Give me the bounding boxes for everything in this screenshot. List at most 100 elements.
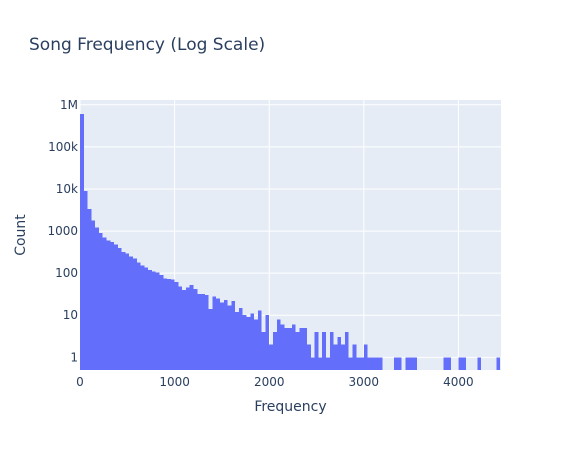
x-axis-title: Frequency: [254, 399, 326, 415]
histogram-bar: [371, 357, 376, 370]
histogram-bar: [140, 265, 145, 370]
histogram-bar: [148, 269, 152, 370]
histogram-bar: [238, 307, 243, 370]
histogram-bar: [344, 331, 349, 370]
histogram-bar: [231, 300, 236, 370]
histogram-bar: [170, 279, 175, 370]
histogram-bar: [87, 209, 92, 370]
histogram-bar: [477, 357, 482, 370]
y-tick-label: 1000: [47, 224, 78, 238]
histogram-bar: [208, 309, 213, 370]
histogram-bar: [220, 302, 224, 370]
bars: [80, 114, 501, 370]
histogram-bar: [114, 244, 118, 370]
histogram-bar: [325, 357, 330, 370]
y-tick-label: 100k: [48, 140, 78, 154]
histogram-bar: [363, 344, 368, 370]
histogram-bar: [250, 313, 255, 370]
y-tick-label: 10: [63, 308, 78, 322]
histogram-bar: [178, 286, 183, 370]
histogram-bar: [322, 331, 326, 370]
histogram-bar: [295, 331, 300, 370]
y-tick-label: 10k: [56, 182, 78, 196]
histogram-bar: [310, 357, 315, 370]
histogram-bar: [98, 232, 103, 370]
x-axis-ticks: 0 1000 2000 3000 4000: [76, 375, 474, 389]
histogram-bar: [201, 293, 205, 370]
histogram-bar: [182, 289, 186, 370]
histogram-bar: [413, 357, 417, 370]
histogram-bar: [254, 319, 258, 370]
histogram-bar: [447, 357, 451, 370]
histogram-bar: [356, 357, 361, 370]
histogram-bar: [257, 310, 262, 370]
histogram-bar: [144, 267, 149, 370]
histogram-bar: [284, 327, 289, 370]
histogram-bar: [291, 324, 296, 370]
histogram-bar: [129, 256, 133, 370]
histogram-bar: [121, 251, 126, 370]
histogram-bar: [265, 315, 270, 370]
histogram-bar: [272, 331, 277, 370]
histogram-bar: [280, 324, 285, 370]
y-tick-label: 1: [70, 350, 78, 364]
histogram-bar: [409, 357, 414, 370]
y-tick-label: 1M: [60, 98, 78, 112]
histogram-bar: [235, 311, 239, 370]
histogram-bar: [462, 357, 466, 370]
x-tick-label: 3000: [349, 375, 380, 389]
histogram-bar: [303, 327, 308, 370]
histogram-bar: [204, 295, 209, 370]
histogram-bar: [132, 258, 137, 370]
histogram-bar: [110, 241, 115, 370]
histogram-bar: [352, 344, 357, 370]
histogram-bar: [261, 331, 266, 370]
histogram-bar: [348, 357, 353, 370]
histogram-bar: [397, 357, 402, 370]
histogram-bar: [117, 247, 122, 370]
histogram-bar: [223, 300, 228, 370]
histogram-bar: [227, 305, 232, 370]
histogram-bar: [216, 298, 221, 370]
histogram-bar: [318, 357, 323, 370]
histogram-bar: [83, 190, 88, 370]
histogram-bar: [136, 262, 141, 370]
histogram-bar: [341, 344, 345, 370]
histogram-bar: [496, 357, 501, 370]
histogram-bar: [458, 357, 463, 370]
histogram-bar: [95, 227, 99, 370]
histogram-bar: [102, 237, 107, 370]
histogram-bar: [337, 337, 342, 370]
histogram-bar: [91, 220, 96, 370]
histogram-bar: [197, 293, 202, 370]
histogram-bar: [193, 289, 198, 370]
y-axis-title: Count: [13, 214, 29, 256]
histogram-bar: [360, 357, 364, 370]
histogram-bar: [443, 357, 448, 370]
histogram-bar: [269, 344, 273, 370]
histogram-bar: [151, 271, 156, 370]
x-tick-label: 2000: [254, 375, 285, 389]
y-tick-label: 100: [55, 266, 78, 280]
histogram-bar: [80, 114, 84, 370]
histogram-bar: [329, 331, 334, 370]
x-tick-label: 4000: [443, 375, 474, 389]
histogram-bar: [314, 331, 319, 370]
histogram-bar: [367, 357, 372, 370]
histogram-bar: [163, 278, 168, 370]
histogram-bar: [185, 287, 190, 370]
histogram-bar: [246, 317, 251, 370]
histogram-bar: [378, 357, 383, 370]
histogram-bar: [174, 281, 179, 370]
histogram-bar: [212, 296, 217, 370]
histogram-bar: [167, 279, 171, 370]
histogram-bar: [394, 357, 398, 370]
histogram-bar: [307, 344, 311, 370]
histogram-bar: [405, 357, 410, 370]
histogram-bar: [333, 344, 338, 370]
histogram-bar: [242, 315, 247, 370]
histogram-bar: [276, 319, 281, 370]
x-tick-label: 0: [76, 375, 84, 389]
y-axis-ticks: 1 10 100 1000 10k 100k 1M: [47, 98, 78, 365]
histogram-bar: [189, 285, 194, 370]
